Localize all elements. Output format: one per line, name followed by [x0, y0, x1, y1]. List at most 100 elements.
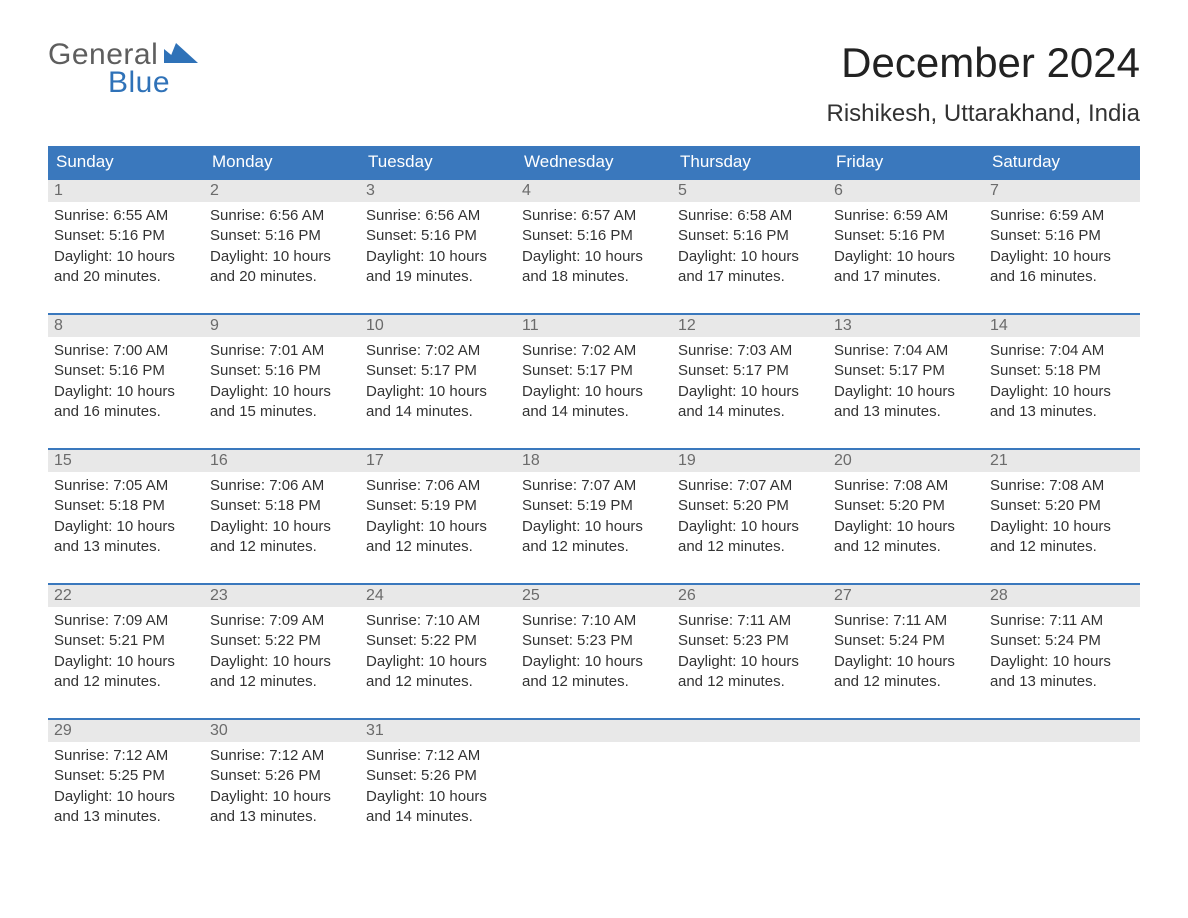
- day-cell: Sunrise: 7:10 AMSunset: 5:23 PMDaylight:…: [516, 607, 672, 702]
- day-cell: Sunrise: 6:59 AMSunset: 5:16 PMDaylight:…: [828, 202, 984, 297]
- sunset-text: Sunset: 5:20 PM: [678, 496, 822, 516]
- sunrise-text: Sunrise: 7:09 AM: [210, 611, 354, 631]
- dow-thursday: Thursday: [672, 146, 828, 178]
- day-number: 16: [204, 450, 360, 472]
- day1-text: Daylight: 10 hours: [54, 787, 198, 807]
- day-data-row: Sunrise: 7:09 AMSunset: 5:21 PMDaylight:…: [48, 607, 1140, 702]
- sunrise-text: Sunrise: 7:08 AM: [834, 476, 978, 496]
- day-cell: Sunrise: 6:59 AMSunset: 5:16 PMDaylight:…: [984, 202, 1140, 297]
- day1-text: Daylight: 10 hours: [54, 247, 198, 267]
- day-number: 22: [48, 585, 204, 607]
- day-number: 20: [828, 450, 984, 472]
- day-number: 28: [984, 585, 1140, 607]
- day-cell: Sunrise: 7:11 AMSunset: 5:23 PMDaylight:…: [672, 607, 828, 702]
- day-number: 29: [48, 720, 204, 742]
- sunrise-text: Sunrise: 6:59 AM: [834, 206, 978, 226]
- day2-text: and 12 minutes.: [834, 537, 978, 557]
- day-number-row: 891011121314: [48, 315, 1140, 337]
- day2-text: and 15 minutes.: [210, 402, 354, 422]
- day1-text: Daylight: 10 hours: [54, 652, 198, 672]
- days-of-week-header: Sunday Monday Tuesday Wednesday Thursday…: [48, 146, 1140, 178]
- day-number: 26: [672, 585, 828, 607]
- day-number: 1: [48, 180, 204, 202]
- day1-text: Daylight: 10 hours: [54, 382, 198, 402]
- day2-text: and 17 minutes.: [834, 267, 978, 287]
- day-number: 9: [204, 315, 360, 337]
- day2-text: and 12 minutes.: [678, 672, 822, 692]
- sunrise-text: Sunrise: 7:12 AM: [366, 746, 510, 766]
- sunset-text: Sunset: 5:16 PM: [990, 226, 1134, 246]
- day1-text: Daylight: 10 hours: [210, 517, 354, 537]
- day2-text: and 12 minutes.: [54, 672, 198, 692]
- day-number: [672, 720, 828, 742]
- sunrise-text: Sunrise: 7:10 AM: [522, 611, 666, 631]
- weeks-container: 1234567Sunrise: 6:55 AMSunset: 5:16 PMDa…: [48, 178, 1140, 837]
- day-number: 4: [516, 180, 672, 202]
- sunrise-text: Sunrise: 7:07 AM: [522, 476, 666, 496]
- month-title: December 2024: [827, 40, 1141, 86]
- dow-monday: Monday: [204, 146, 360, 178]
- day2-text: and 14 minutes.: [522, 402, 666, 422]
- day1-text: Daylight: 10 hours: [990, 382, 1134, 402]
- day-cell: Sunrise: 7:11 AMSunset: 5:24 PMDaylight:…: [984, 607, 1140, 702]
- day-number: 15: [48, 450, 204, 472]
- sunset-text: Sunset: 5:20 PM: [990, 496, 1134, 516]
- day1-text: Daylight: 10 hours: [990, 247, 1134, 267]
- day-number: 2: [204, 180, 360, 202]
- dow-saturday: Saturday: [984, 146, 1140, 178]
- day-number: 21: [984, 450, 1140, 472]
- day-cell: Sunrise: 7:07 AMSunset: 5:20 PMDaylight:…: [672, 472, 828, 567]
- week-row: 15161718192021Sunrise: 7:05 AMSunset: 5:…: [48, 448, 1140, 567]
- day-number: 3: [360, 180, 516, 202]
- sunset-text: Sunset: 5:23 PM: [678, 631, 822, 651]
- day2-text: and 12 minutes.: [834, 672, 978, 692]
- day-cell: Sunrise: 7:09 AMSunset: 5:21 PMDaylight:…: [48, 607, 204, 702]
- sunrise-text: Sunrise: 7:04 AM: [834, 341, 978, 361]
- day1-text: Daylight: 10 hours: [522, 247, 666, 267]
- day2-text: and 18 minutes.: [522, 267, 666, 287]
- day-number: 19: [672, 450, 828, 472]
- day2-text: and 14 minutes.: [366, 807, 510, 827]
- day-cell: Sunrise: 6:57 AMSunset: 5:16 PMDaylight:…: [516, 202, 672, 297]
- day-cell: Sunrise: 7:09 AMSunset: 5:22 PMDaylight:…: [204, 607, 360, 702]
- day-cell: Sunrise: 7:02 AMSunset: 5:17 PMDaylight:…: [516, 337, 672, 432]
- sunset-text: Sunset: 5:19 PM: [522, 496, 666, 516]
- day-cell: Sunrise: 7:11 AMSunset: 5:24 PMDaylight:…: [828, 607, 984, 702]
- day2-text: and 16 minutes.: [990, 267, 1134, 287]
- day2-text: and 12 minutes.: [366, 672, 510, 692]
- sunrise-text: Sunrise: 7:08 AM: [990, 476, 1134, 496]
- sunset-text: Sunset: 5:19 PM: [366, 496, 510, 516]
- sunrise-text: Sunrise: 7:09 AM: [54, 611, 198, 631]
- header: General Blue December 2024 Rishikesh, Ut…: [48, 40, 1140, 128]
- day2-text: and 13 minutes.: [990, 402, 1134, 422]
- day1-text: Daylight: 10 hours: [678, 652, 822, 672]
- day1-text: Daylight: 10 hours: [834, 247, 978, 267]
- sunrise-text: Sunrise: 7:11 AM: [990, 611, 1134, 631]
- week-row: 891011121314Sunrise: 7:00 AMSunset: 5:16…: [48, 313, 1140, 432]
- sunrise-text: Sunrise: 6:59 AM: [990, 206, 1134, 226]
- sunrise-text: Sunrise: 7:11 AM: [834, 611, 978, 631]
- sunrise-text: Sunrise: 7:12 AM: [210, 746, 354, 766]
- sunset-text: Sunset: 5:25 PM: [54, 766, 198, 786]
- sunrise-text: Sunrise: 6:56 AM: [210, 206, 354, 226]
- day-data-row: Sunrise: 7:12 AM Sunset: 5:25 PMDaylight:…: [48, 742, 1140, 837]
- day-cell: Sunrise: 7:06 AMSunset: 5:19 PMDaylight:…: [360, 472, 516, 567]
- sunset-text: Sunset: 5:24 PM: [990, 631, 1134, 651]
- day-number: 6: [828, 180, 984, 202]
- day1-text: Daylight: 10 hours: [522, 517, 666, 537]
- location-text: Rishikesh, Uttarakhand, India: [827, 100, 1141, 128]
- day-cell: [672, 742, 828, 837]
- sunset-text: Sunset: 5:26 PM: [210, 766, 354, 786]
- day-cell: Sunrise: 7:05 AMSunset: 5:18 PMDaylight:…: [48, 472, 204, 567]
- title-block: December 2024 Rishikesh, Uttarakhand, In…: [827, 40, 1141, 128]
- day1-text: Daylight: 10 hours: [834, 517, 978, 537]
- sunset-text: Sunset: 5:16 PM: [54, 361, 198, 381]
- day1-text: Daylight: 10 hours: [522, 652, 666, 672]
- day-cell: [516, 742, 672, 837]
- sunrise-text: Sunrise: 7:06 AM: [366, 476, 510, 496]
- day1-text: Daylight: 10 hours: [522, 382, 666, 402]
- sunrise-text: Sunrise: 7:04 AM: [990, 341, 1134, 361]
- logo: General Blue: [48, 40, 198, 98]
- day-data-row: Sunrise: 6:55 AMSunset: 5:16 PMDaylight:…: [48, 202, 1140, 297]
- sunset-text: Sunset: 5:21 PM: [54, 631, 198, 651]
